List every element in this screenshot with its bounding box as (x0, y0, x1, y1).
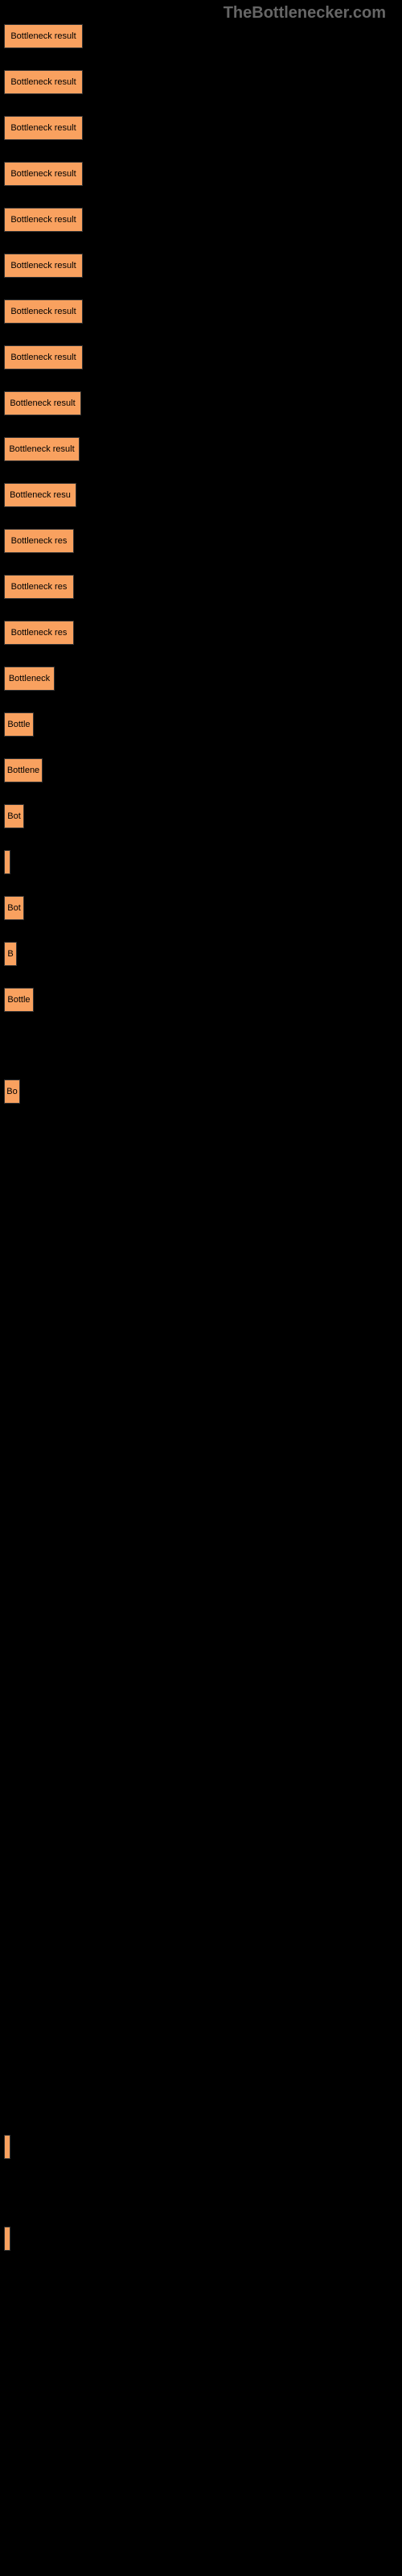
bar-row (4, 1630, 402, 1654)
bar (4, 850, 10, 874)
bar (4, 2227, 10, 2251)
bar: Bottleneck result (4, 437, 80, 461)
bar-row: Bot (4, 804, 402, 828)
bar: Bottleneck result (4, 254, 83, 278)
bar-row: Bottleneck result (4, 299, 402, 324)
watermark: TheBottlenecker.com (224, 4, 386, 23)
bar-row: Bottleneck result (4, 208, 402, 232)
bar-row (4, 2318, 402, 2343)
bar-row: Bottleneck result (4, 24, 402, 48)
bar: Bottleneck result (4, 208, 83, 232)
bar-row: Bottle (4, 712, 402, 737)
bar-row: Bottleneck res (4, 621, 402, 645)
bar-row: B (4, 942, 402, 966)
bar (4, 2135, 10, 2159)
bar-row (4, 1125, 402, 1150)
bar: Bottleneck res (4, 621, 74, 645)
bar: Bottle (4, 712, 34, 737)
bar-row: Bottleneck result (4, 116, 402, 140)
bar-row: Bottleneck res (4, 529, 402, 553)
bar-row (4, 1171, 402, 1195)
bar: Bottleneck result (4, 299, 83, 324)
bar-row (4, 1768, 402, 1792)
bar: Bottleneck result (4, 345, 83, 369)
bar-row (4, 1217, 402, 1241)
bar-row: Bottle (4, 988, 402, 1012)
bar-row: Bottleneck result (4, 345, 402, 369)
bar: Bot (4, 804, 24, 828)
bar: Bo (4, 1080, 20, 1104)
bar-row (4, 2089, 402, 2113)
bar-row (4, 1034, 402, 1058)
bar-row: Bottleneck result (4, 70, 402, 94)
bar-row (4, 1905, 402, 1930)
bar: Bottleneck result (4, 24, 83, 48)
bar-row (4, 1263, 402, 1287)
bar-row (4, 1722, 402, 1746)
bar-row (4, 1355, 402, 1379)
bar: Bottleneck result (4, 116, 83, 140)
bar-row (4, 2181, 402, 2205)
bar: Bottlene (4, 758, 43, 782)
bar: Bottle (4, 988, 34, 1012)
bar-row: Bot (4, 896, 402, 920)
bar: Bottleneck result (4, 391, 81, 415)
bar: Bottleneck (4, 667, 55, 691)
bar-row (4, 2135, 402, 2159)
bar: B (4, 942, 17, 966)
bar-row: Bottleneck result (4, 437, 402, 461)
bar: Bottleneck result (4, 162, 83, 186)
bar-row (4, 1676, 402, 1700)
bar-row: Bottleneck (4, 667, 402, 691)
bar-row (4, 2410, 402, 2434)
bar-chart: Bottleneck result Bottleneck result Bottle… (0, 0, 402, 2480)
bar-row: Bottlene (4, 758, 402, 782)
bar-row (4, 1951, 402, 1975)
bar-row: Bottleneck result (4, 162, 402, 186)
bar-row: Bo (4, 1080, 402, 1104)
bar: Bottleneck result (4, 70, 83, 94)
bar-row (4, 1584, 402, 1608)
bar-row (4, 1401, 402, 1425)
bar-row: Bottleneck res (4, 575, 402, 599)
bar-row (4, 1538, 402, 1563)
bar-row (4, 1860, 402, 1884)
bar-row: Bottleneck resu (4, 483, 402, 507)
bar-row (4, 1447, 402, 1471)
bar: Bottleneck res (4, 529, 74, 553)
bar: Bottleneck res (4, 575, 74, 599)
bar-row (4, 2227, 402, 2251)
bar-row (4, 2043, 402, 2067)
bar-row (4, 2364, 402, 2388)
bar-row (4, 1309, 402, 1333)
bar-row (4, 1997, 402, 2021)
bar: Bot (4, 896, 24, 920)
bar-row (4, 1814, 402, 1838)
bar-row: Bottleneck result (4, 254, 402, 278)
bar-row (4, 850, 402, 874)
bar-row (4, 1492, 402, 1517)
bar: Bottleneck resu (4, 483, 76, 507)
bar-row: Bottleneck result (4, 391, 402, 415)
bar-row (4, 2273, 402, 2297)
bar-row (4, 2456, 402, 2480)
